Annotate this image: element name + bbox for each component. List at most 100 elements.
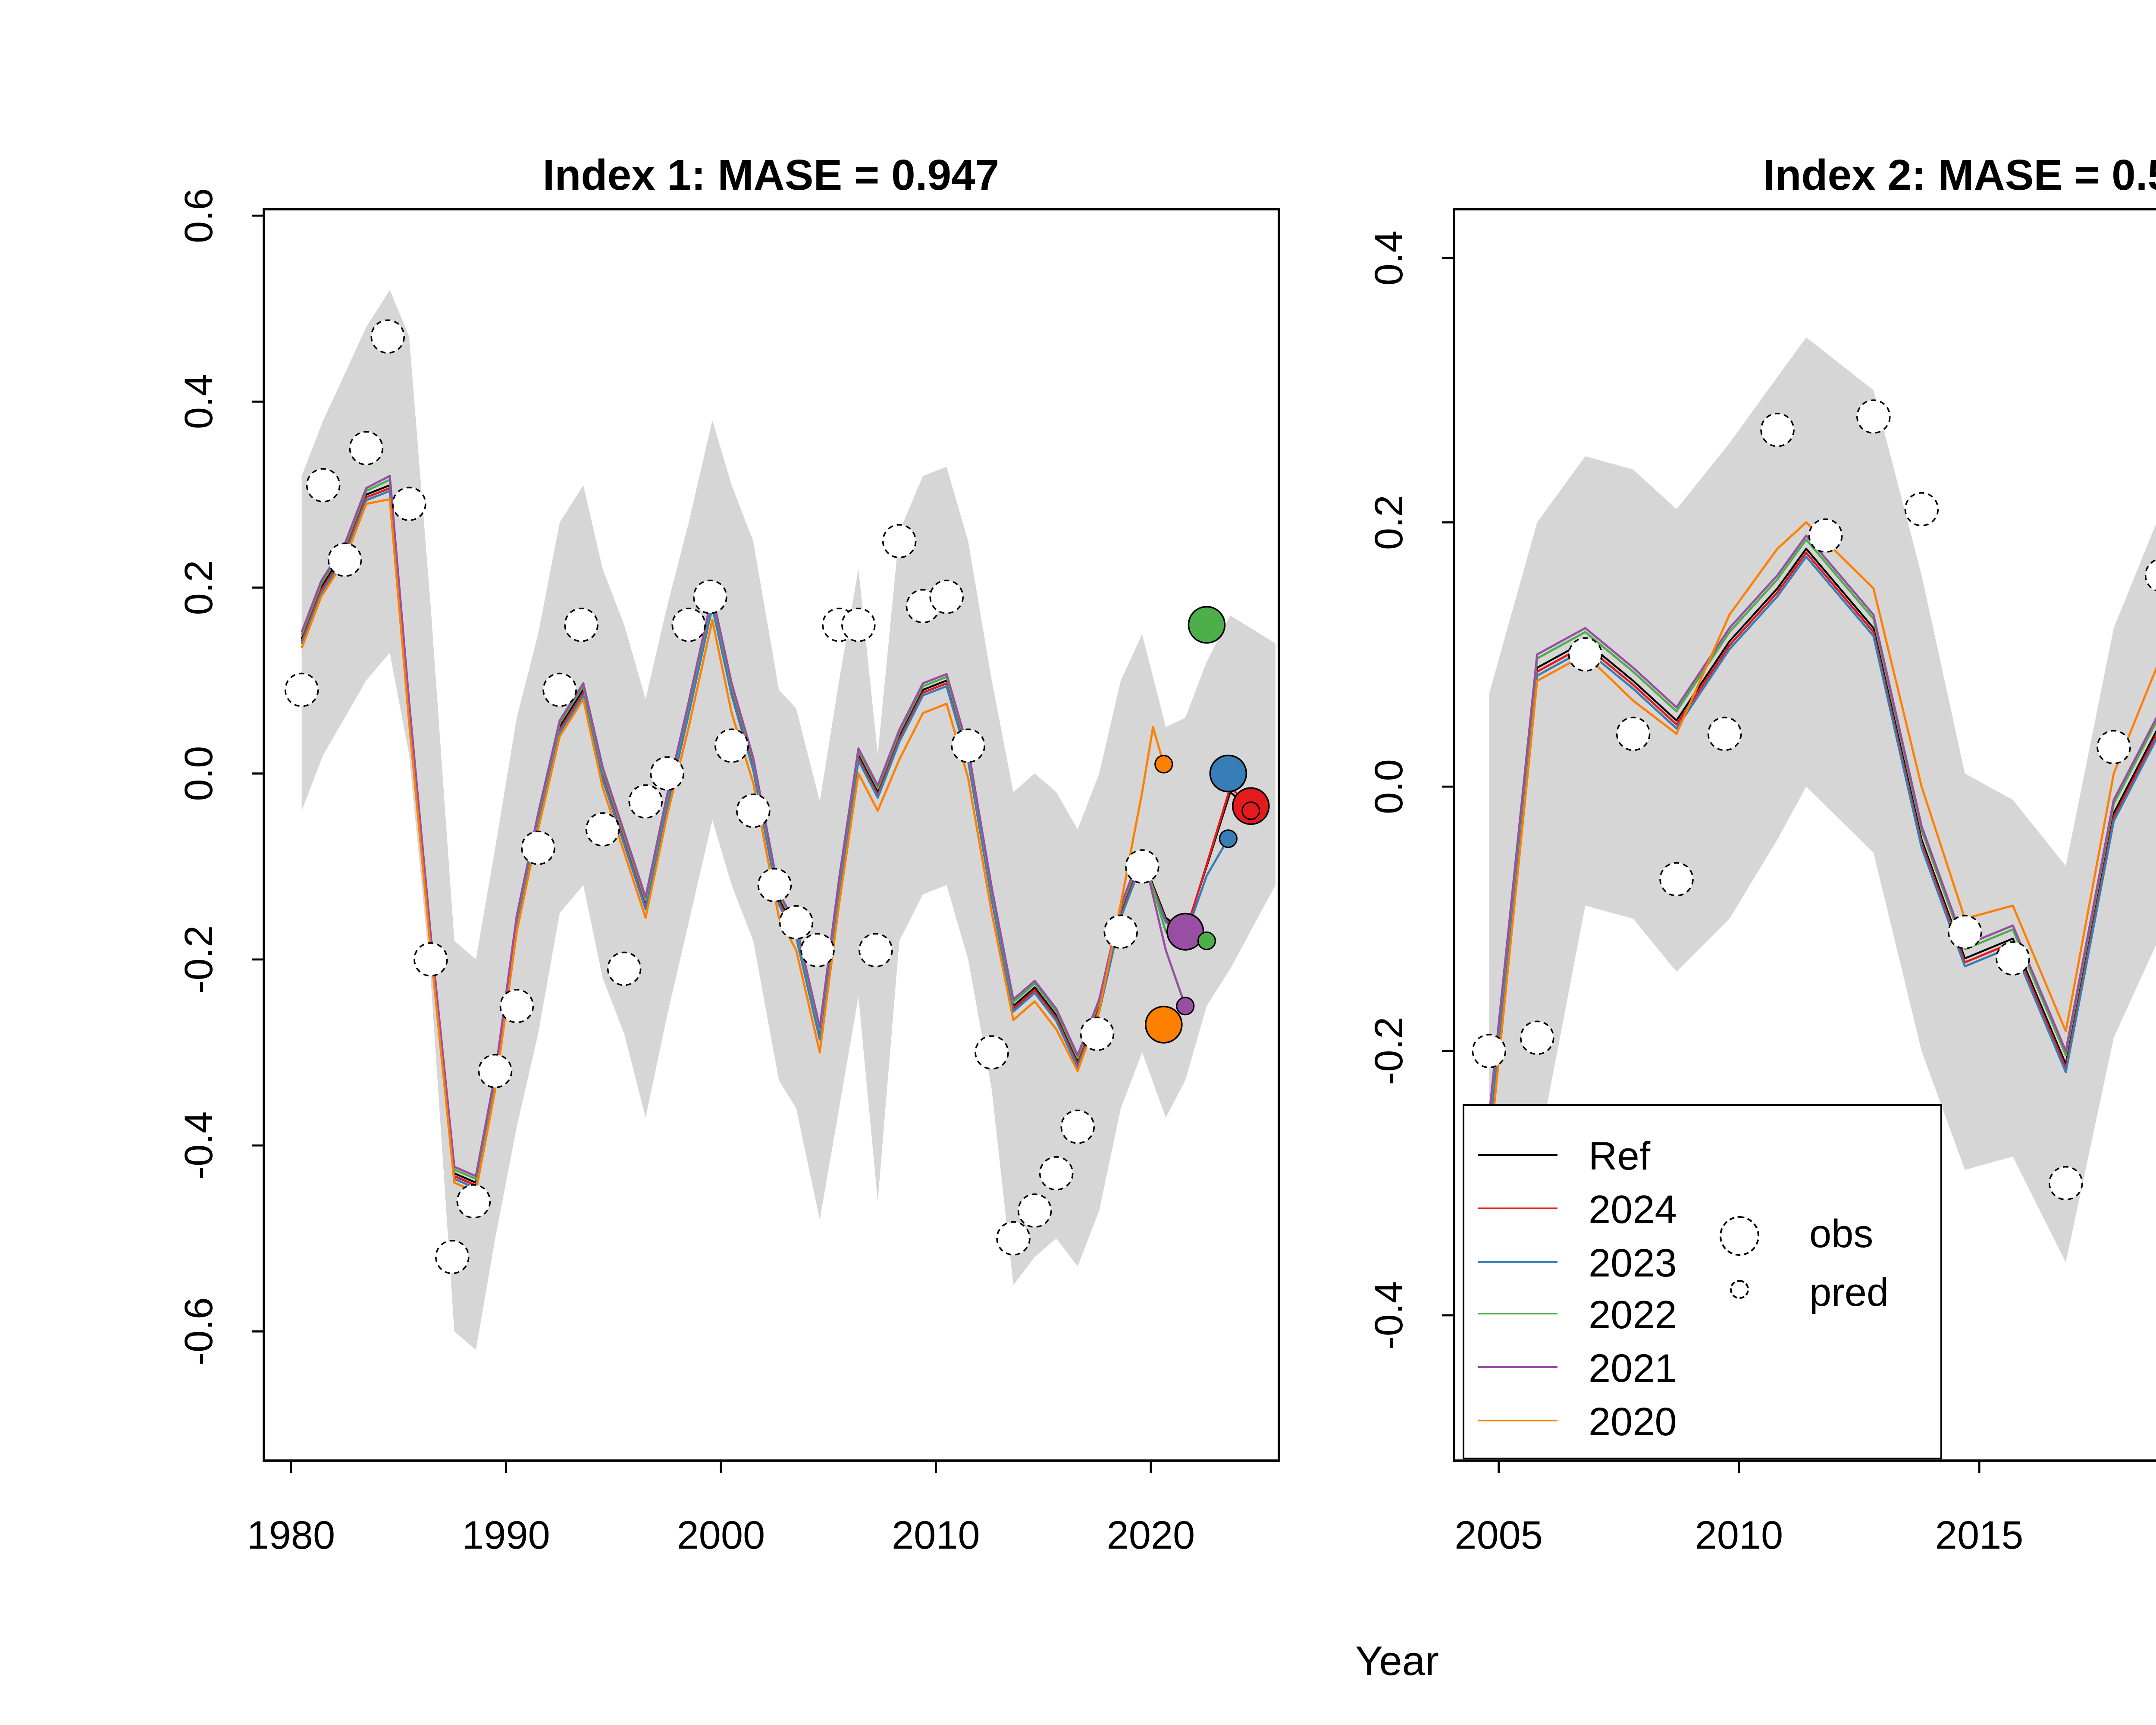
obs-point [1125, 849, 1159, 884]
legend-entry-label: 2021 [1589, 1346, 1677, 1391]
series-line-2023 [301, 489, 1229, 1189]
y-tick-label: -0.6 [177, 1297, 221, 1366]
legend-line-swatch-Ref [1478, 1154, 1557, 1156]
obs-point [929, 580, 964, 614]
obs-point [542, 672, 577, 707]
y-tick-label: 0.0 [177, 746, 221, 801]
obs-point [2144, 559, 2156, 592]
legend-entry-label: 2022 [1589, 1292, 1677, 1338]
obs-point [841, 608, 876, 642]
obs-point [650, 756, 684, 791]
confidence-band [301, 290, 1275, 1350]
obs-point [456, 1184, 491, 1219]
obs-point [975, 1035, 1009, 1070]
obs-point [1760, 412, 1795, 447]
legend-line-swatch-2020 [1478, 1420, 1557, 1421]
y-tick-label: -0.4 [177, 1111, 221, 1180]
x-tick-label: 2010 [1695, 1513, 1783, 1557]
legend-line-swatch-2024 [1478, 1207, 1557, 1209]
obs-point [478, 1054, 513, 1088]
plot-border [263, 208, 1280, 1462]
obs-point [1017, 1193, 1052, 1228]
left-plot-title: Index 1: MASE = 0.947 [542, 152, 1000, 200]
x-tick-label: 1980 [247, 1513, 335, 1557]
y-tick-label: 0.6 [177, 188, 221, 243]
obs-point [521, 831, 555, 865]
obs-point [327, 543, 362, 577]
legend-line-swatch-2023 [1478, 1260, 1557, 1262]
obs-point [564, 608, 599, 642]
x-tick-label: 2005 [1454, 1513, 1543, 1557]
peel-pred-point-2020 [1154, 755, 1173, 774]
legend-obs-label: obs [1809, 1211, 1874, 1256]
obs-point [1520, 1020, 1554, 1055]
obs-point [779, 905, 814, 940]
obs-point [392, 486, 426, 521]
peel-pred-point-2024 [1241, 801, 1260, 820]
obs-point [757, 868, 792, 903]
legend-box: obs pred Ref 2024 2023 2022 2021 2020 [1463, 1104, 1942, 1459]
obs-point [1568, 637, 1603, 672]
x-tick-label: 2020 [1107, 1513, 1195, 1557]
legend-entry-label: Ref [1589, 1133, 1651, 1178]
x-tick-label: 2010 [892, 1513, 980, 1557]
obs-point [435, 1240, 470, 1274]
obs-point [413, 942, 448, 977]
series-line-2024 [1488, 552, 2156, 1135]
obs-point [736, 794, 771, 828]
obs-point [996, 1221, 1031, 1256]
obs-point [1039, 1156, 1074, 1191]
peel-obs-point-2020 [1145, 1006, 1183, 1044]
y-tick-label: 0.2 [177, 560, 221, 615]
obs-point [693, 580, 727, 614]
y-tick-label: -0.2 [1367, 1017, 1411, 1085]
x-tick-label: 2000 [677, 1513, 765, 1557]
obs-point [1659, 862, 1694, 897]
series-line-2022 [1488, 538, 2156, 1121]
obs-point [607, 951, 642, 986]
series-line-2020 [1488, 521, 2156, 1157]
obs-point [1103, 914, 1138, 949]
legend-entry-2022: 2022 [1464, 1289, 1940, 1341]
obs-point [284, 672, 319, 707]
obs-point [859, 933, 893, 967]
confidence-band [1489, 337, 2156, 1263]
x-tick-label: 1990 [462, 1513, 550, 1557]
y-tick-label: -0.4 [1367, 1281, 1411, 1350]
series-line-2021 [301, 475, 1187, 1177]
obs-point [2048, 1166, 2083, 1201]
peel-pred-point-2023 [1219, 829, 1238, 848]
series-line-2021 [1488, 534, 2156, 1117]
obs-point [882, 524, 917, 558]
obs-point [1080, 1016, 1115, 1051]
obs-point [1472, 1034, 1506, 1068]
obs-point [1808, 518, 1843, 553]
y-tick-label: 0.4 [1367, 230, 1411, 285]
obs-point [1856, 399, 1891, 434]
legend-entry-2024: 2024 [1464, 1183, 1940, 1235]
series-line-2023 [1488, 555, 2156, 1138]
obs-point [800, 933, 835, 967]
legend-entry-Ref: Ref [1464, 1130, 1940, 1182]
right-plot-title: Index 2: MASE = 0.583 [1763, 152, 2156, 200]
obs-point [1947, 915, 1982, 949]
peel-pred-point-2022 [1197, 932, 1216, 950]
legend-entry-label: 2020 [1589, 1399, 1677, 1444]
obs-point [1707, 716, 1742, 751]
obs-point [499, 989, 534, 1023]
legend-entry-label: 2023 [1589, 1239, 1677, 1285]
obs-point [370, 319, 405, 354]
legend-pred-circle-icon [1730, 1280, 1749, 1299]
obs-point [1996, 941, 2030, 976]
legend-entry-2021: 2021 [1464, 1342, 1940, 1394]
x-axis-label: Year [1355, 1639, 1439, 1685]
obs-point [585, 812, 620, 847]
peel-obs-point-2022 [1188, 606, 1226, 644]
legend-entry-label: 2024 [1589, 1186, 1677, 1232]
obs-point [1616, 716, 1651, 751]
legend-obs-circle-icon [1720, 1216, 1759, 1256]
obs-point [951, 728, 985, 763]
obs-point [1060, 1110, 1095, 1144]
obs-point [671, 608, 706, 642]
